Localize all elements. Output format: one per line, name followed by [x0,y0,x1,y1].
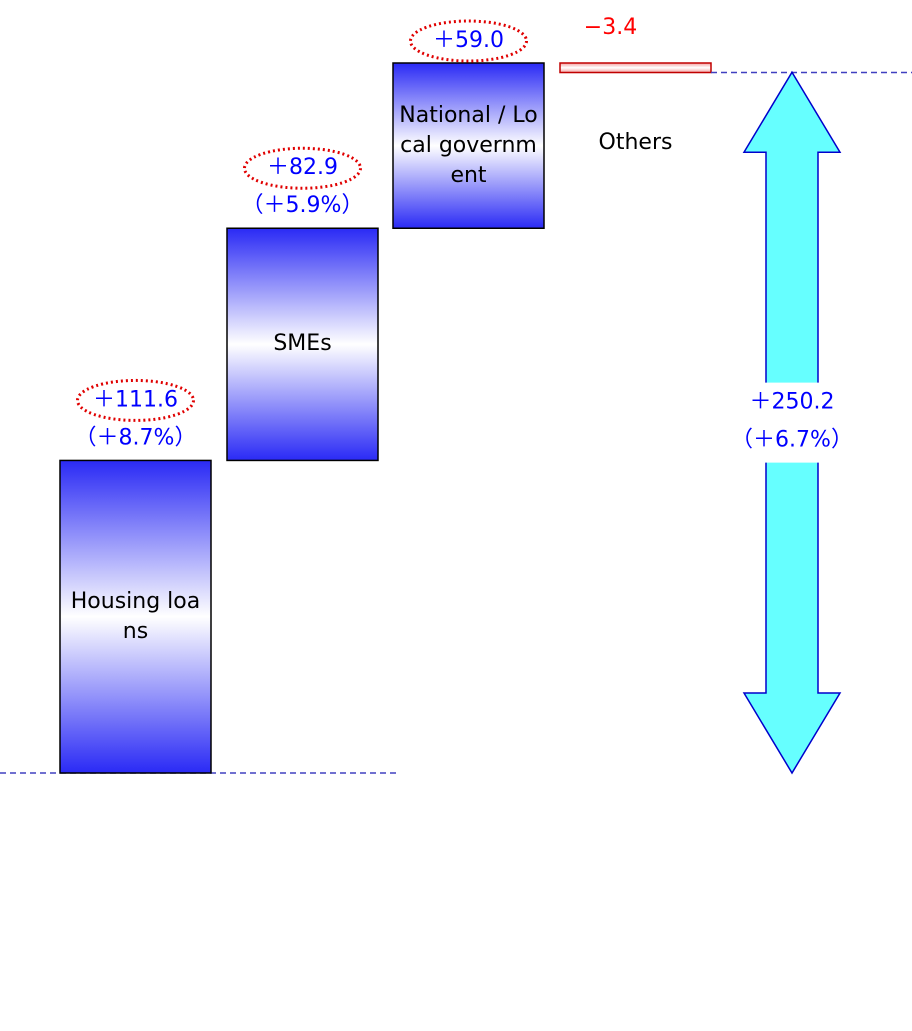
category-label: Housing loans [70,588,201,644]
value-label: ＋111.6 [93,387,178,412]
bar [559,62,712,74]
value-label: ＋59.0 [433,28,504,53]
category-label: SMEs [273,331,332,357]
category-label-box: Housing loans [70,588,201,644]
highlight-ring [76,378,195,422]
label-backdrop [730,382,854,463]
category-label-box: SMEs [273,331,332,357]
category-label-box: National / Local government [399,102,538,188]
category-label: Others [598,129,673,155]
bar [392,62,545,229]
bar [226,227,379,462]
highlight-ring [409,19,528,63]
value-label: ＋82.9 [267,155,338,180]
highlight-ring [243,146,362,190]
category-label-box: Others [598,129,673,155]
percent-label: （＋5.9%） [242,193,364,218]
category-label: National / Local government [399,102,538,188]
bar [59,459,212,774]
total-label: ＋250.2 [750,390,835,415]
total-percent-label: （＋6.7%） [731,428,853,453]
percent-label: （＋8.7%） [75,425,197,450]
value-label: −3.4 [584,15,637,40]
